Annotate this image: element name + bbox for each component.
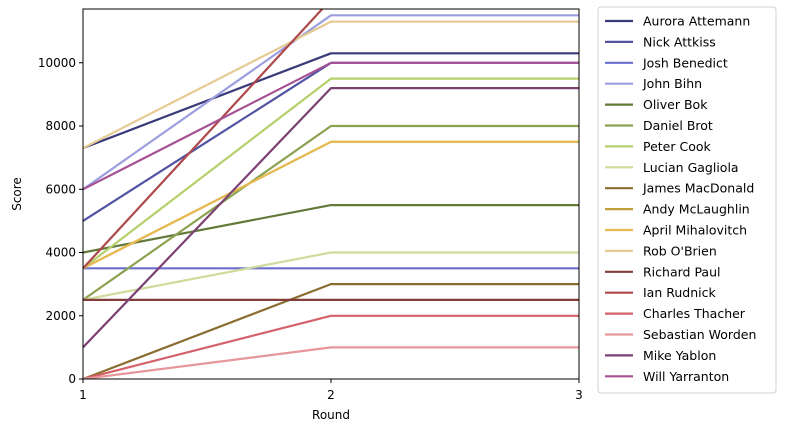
y-tick-label: 6000 [45,182,76,196]
legend-entry-label: John Bihn [642,76,702,91]
series-line-10 [83,140,579,270]
legend-entry-label: Charles Thacher [643,306,746,321]
legend-entry-label: Oliver Bok [643,97,708,112]
x-axis-label: Round [312,408,350,422]
legend-frame [597,6,777,394]
legend-entry-label: Lucian Gagliola [643,160,739,175]
legend-entry-label: Ian Rudnick [643,285,716,300]
series-layer [83,9,579,379]
y-tick-label: 4000 [45,246,76,260]
legend-entry-label: Will Yarranton [643,369,729,384]
x-tick-label: 2 [327,388,335,402]
y-tick-label: 8000 [45,119,76,133]
legend-entry-label: Andy McLaughlin [643,202,750,217]
series-line-0 [83,52,579,150]
series-line-6 [83,77,579,270]
y-tick-label: 2000 [45,309,76,323]
series-line-17 [83,61,579,191]
legend-entry-label: Aurora Attemann [643,14,750,29]
legend-entry-label: James MacDonald [642,181,754,196]
series-line-5 [83,124,579,301]
x-tick-label: 1 [79,388,87,402]
series-line-3 [83,14,579,191]
y-tick-label: 10000 [38,56,76,70]
series-line-14 [83,314,579,379]
plot-frame [82,8,580,380]
series-line-7 [83,251,579,301]
series-line-4 [83,204,579,254]
legend-entry-label: Mike Yablon [643,348,716,363]
legend-entry-label: Peter Cook [643,139,712,154]
legend-entry-label: Nick Attkiss [643,34,716,49]
legend-entry-label: Daniel Brot [643,118,713,133]
legend: Aurora Attemann Nick Attkiss Josh Benedict… [597,6,777,394]
x-axis: 1 2 3 [79,379,583,402]
series-line-16 [83,86,579,349]
series-line-8 [83,283,579,379]
y-tick-label: 0 [68,372,76,386]
series-line-13 [83,9,324,270]
legend-entry-label: Richard Paul [643,264,720,279]
series-line-11 [83,20,579,150]
legend-entry-label: Sebastian Worden [643,327,756,342]
legend-entry-label: Rob O'Brien [643,243,717,258]
legend-entry-label: April Mihalovitch [643,223,747,238]
legend-entry-label: Josh Benedict [642,55,728,70]
x-tick-label: 3 [575,388,583,402]
y-axis-label: Score [10,177,24,211]
y-axis: 0 2000 4000 6000 8000 10000 [38,56,83,386]
series-line-15 [83,346,579,379]
